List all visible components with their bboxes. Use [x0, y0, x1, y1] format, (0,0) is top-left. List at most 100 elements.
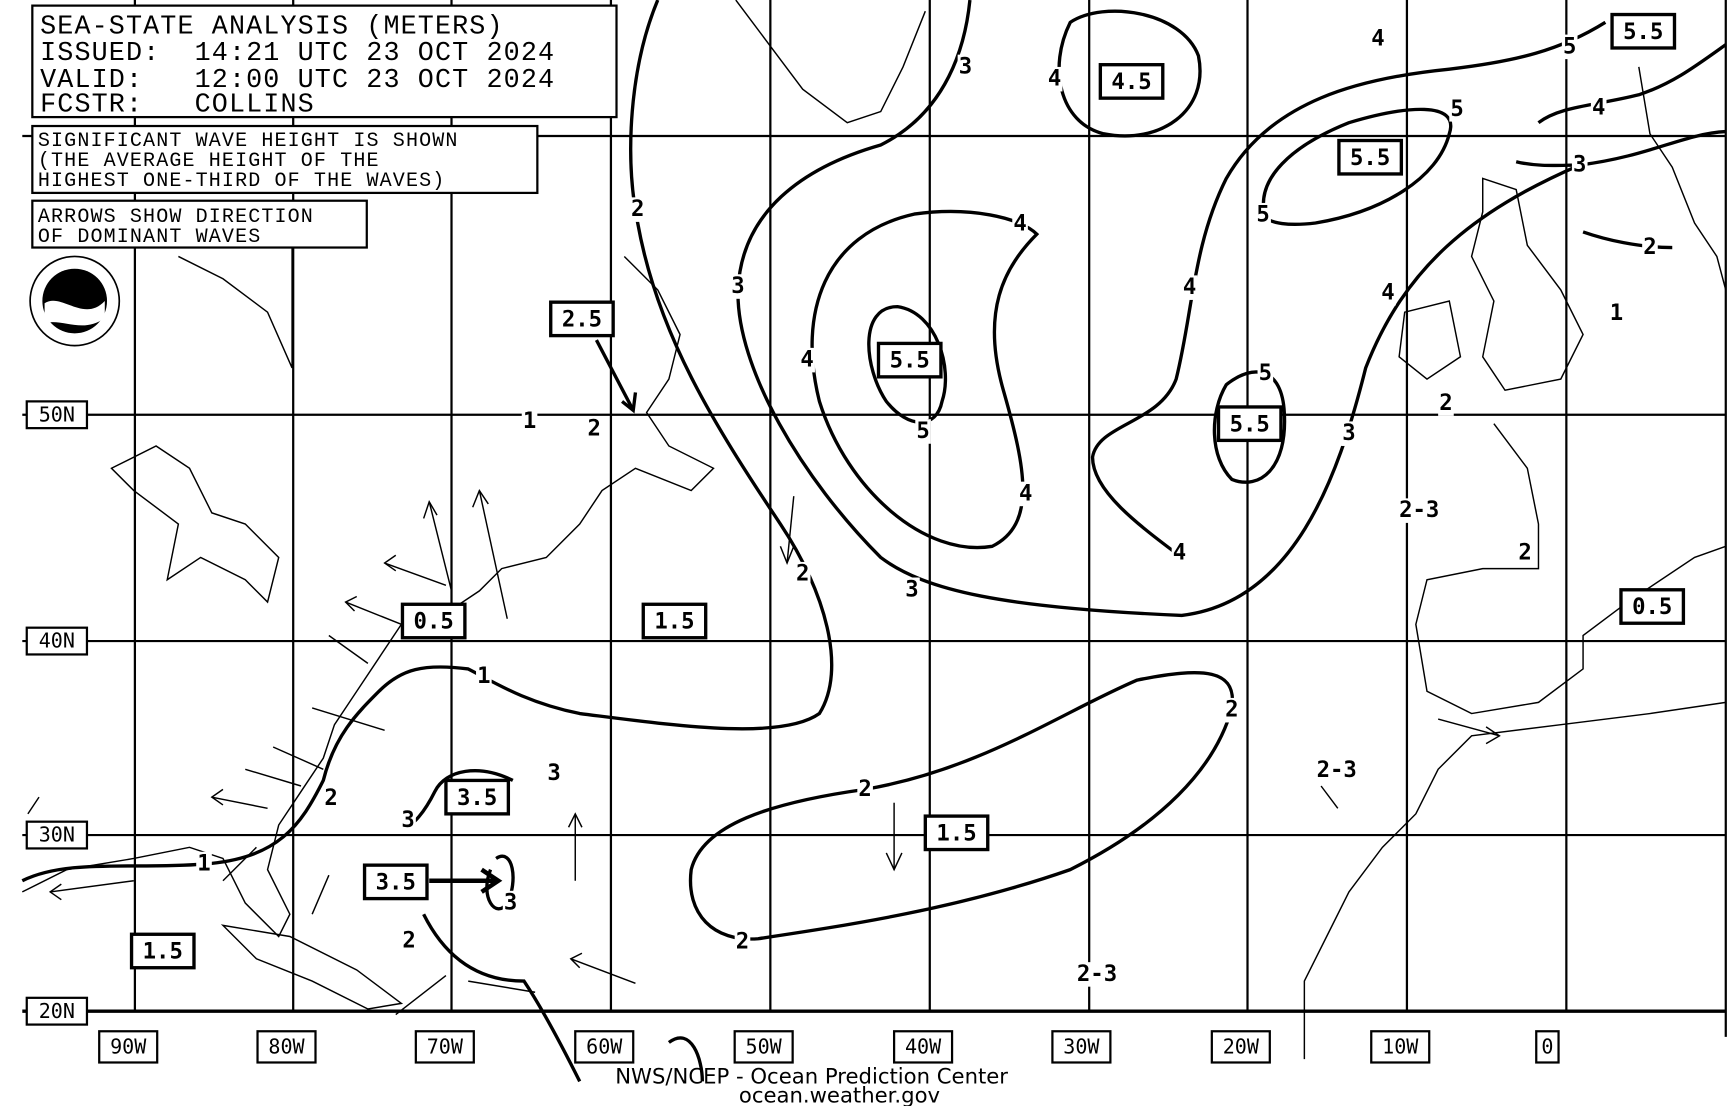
longitude-label: 0 [1541, 1034, 1553, 1058]
latitude-label-box [25, 996, 89, 1026]
contour-label: 5 [1259, 360, 1272, 386]
contour-label: 3 [401, 807, 414, 833]
wave-height-value: 0.5 [414, 609, 454, 635]
contour-label-bg [196, 851, 212, 877]
contour-label-bg [1561, 34, 1578, 60]
contour-label: 1 [477, 663, 490, 689]
contour-label-bg [400, 808, 416, 833]
contour-label: 4 [1371, 26, 1384, 52]
contour-label-bg [915, 419, 931, 444]
arrows-note: ARROWS SHOW DIRECTION OF DOMINANT WAVES [31, 199, 368, 249]
contour-label-bg [629, 197, 646, 222]
wave-height-box [400, 602, 467, 640]
contour-label-bg [1370, 26, 1386, 52]
contour-label: 4 [1183, 274, 1196, 300]
contour-label: 2 [1225, 697, 1238, 723]
wave-height-box [876, 341, 943, 379]
longitude-label: 50W [746, 1034, 783, 1058]
chart-title: SEA-STATE ANALYSIS (METERS) [40, 12, 504, 42]
wave-height-box [129, 932, 196, 970]
contour-label-bg [1449, 97, 1465, 122]
contour-label-bg [1255, 202, 1271, 228]
issued-time: ISSUED: 14:21 UTC 23 OCT 2024 [40, 39, 555, 69]
longitude-label-box [574, 1030, 635, 1064]
contour-label-bg [1224, 697, 1240, 723]
contour-label-bg [401, 928, 417, 954]
contour-label: 3 [731, 273, 744, 299]
wave-height-value: 5.5 [1230, 411, 1270, 437]
wave-height-box [444, 778, 511, 816]
contour-label-bg [1012, 211, 1028, 237]
contour-label: 4 [1592, 95, 1605, 121]
contour-label-bg [957, 54, 974, 80]
latitude-label-box [25, 820, 89, 850]
header-box: SEA-STATE ANALYSIS (METERS) ISSUED: 14:2… [31, 4, 618, 121]
longitude-label: 40W [905, 1034, 942, 1058]
contour-label-bg [1571, 152, 1588, 178]
contour-label-bg [799, 347, 815, 373]
contour-label-bg [1257, 361, 1274, 386]
contour-label-bg [1590, 95, 1607, 121]
contour-label-bg [1380, 280, 1396, 306]
contour-label: 3 [1342, 420, 1355, 446]
longitude-label: 80W [268, 1034, 305, 1058]
latitude-label: 40N [39, 629, 75, 653]
longitude-label: 60W [586, 1034, 623, 1058]
wave-height-value: 2.5 [562, 306, 602, 332]
contour-label: 2 [324, 785, 337, 811]
contour-label: 2 [587, 416, 600, 442]
contour-label-bg [1046, 66, 1063, 92]
contour-label: 2 [858, 776, 871, 802]
wave-height-value: 5.5 [1350, 145, 1390, 171]
latitude-label: 30N [39, 823, 75, 847]
contour-label-bg [1608, 301, 1625, 326]
contour-label-bg [794, 561, 811, 587]
contour-label: 5 [1450, 96, 1463, 122]
longitude-label-box [1535, 1030, 1560, 1064]
contour-labels: 3 4 4 5 5 4 3 2 1 2 3 4 4 5 4 3 4 4 5 4 5 3 2 2-3 2 2 2 1 1 2 2 2 2-3 2-3… [196, 26, 1658, 987]
note-line: (THE AVERAGE HEIGHT OF THE [38, 150, 380, 173]
longitude-label-box [256, 1030, 317, 1064]
contour-label: 4 [1381, 280, 1394, 306]
contour-label-bg [1395, 498, 1443, 523]
longitude-label-box [733, 1030, 794, 1064]
forecaster: FCSTR: COLLINS [40, 91, 315, 121]
contour-label-bg [502, 890, 519, 916]
contour-label-bg [1341, 421, 1357, 446]
wave-direction-arrows [27, 339, 1501, 1016]
contour-label: 4 [1019, 480, 1032, 506]
contour-label-bg [1073, 962, 1121, 987]
latitude-label: 20N [39, 999, 75, 1023]
footer-website[interactable]: ocean.weather.gov [739, 1083, 940, 1106]
contour-label: 5 [916, 418, 929, 444]
contour-label: 2 [1518, 540, 1531, 566]
longitude-label-box [98, 1030, 159, 1064]
longitude-label: 20W [1223, 1034, 1260, 1058]
footer-agency: NWS/NCEP - Ocean Prediction Center [615, 1064, 1008, 1089]
contour-label: 3 [959, 53, 972, 79]
longitude-label-box [414, 1030, 475, 1064]
wave-height-box [1216, 405, 1283, 443]
contour-label: 4 [1048, 66, 1061, 92]
contour-label-bg [476, 664, 492, 690]
contour-label: 4 [800, 347, 813, 373]
contour-label-bg [857, 777, 873, 802]
longitude-label-box [1051, 1030, 1112, 1064]
wave-height-box [1610, 12, 1677, 50]
note-line: HIGHEST ONE-THIRD OF THE WAVES) [38, 170, 446, 193]
wave-height-box [923, 814, 990, 852]
longitude-label: 70W [427, 1034, 464, 1058]
wave-height-value: 3.5 [457, 785, 497, 811]
contour-label: 2-3 [1399, 497, 1439, 523]
contour-label-bg [323, 786, 339, 811]
note-line: SIGNIFICANT WAVE HEIGHT IS SHOWN [38, 130, 459, 153]
wave-height-value: 4.5 [1111, 69, 1151, 95]
contour-label: 3 [905, 576, 918, 602]
wave-height-value: 1.5 [654, 609, 694, 635]
contour-label: 5 [1256, 202, 1269, 228]
contour-label: 2 [631, 196, 644, 222]
contour-label: 1 [523, 408, 536, 434]
wave-height-value: 1.5 [936, 820, 976, 846]
wave-height-box [641, 602, 708, 640]
